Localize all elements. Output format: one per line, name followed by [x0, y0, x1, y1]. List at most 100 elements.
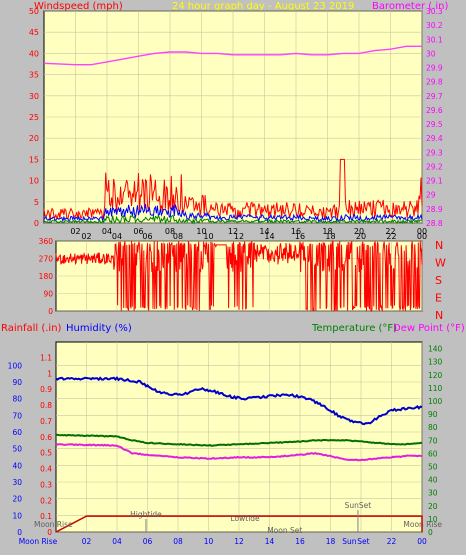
- compass-label: N: [435, 309, 443, 322]
- barometer-series: [43, 45, 422, 66]
- rain-tick-label: 0.3: [40, 480, 52, 489]
- wind-axes: 0 5 10 15 20 25 30 35 40 45 50 02 04 06 08 10 12 14 16 18 20…: [29, 7, 443, 236]
- wind-x-tick-label: 14: [259, 227, 269, 236]
- temp-tick-label: 20: [428, 502, 438, 511]
- compass-label: S: [435, 274, 442, 287]
- direction-x-tick-label: 02: [81, 232, 91, 241]
- rain-tick-label: 0.1: [40, 512, 52, 521]
- humidity-tick-label: 50: [12, 445, 22, 454]
- temp-x-tick-label: 10: [204, 537, 214, 546]
- temp-tick-label: 110: [428, 384, 443, 393]
- wind-tick-label: 35: [29, 71, 39, 80]
- temp-x-tick-label: 08: [173, 537, 183, 546]
- direction-x-tick-label: 08: [173, 232, 183, 241]
- barometer-tick-label: 30.1: [426, 35, 443, 44]
- temp-tick-label: 70: [428, 436, 438, 445]
- humidity-tick-label: 0: [17, 528, 22, 537]
- wind-tick-label: 15: [29, 155, 39, 164]
- direction-x-tick-label: 16: [295, 232, 305, 241]
- direction-series: [55, 240, 423, 313]
- humidity-tick-label: 70: [12, 411, 22, 420]
- temp-x-tick-label: Sun: [342, 537, 357, 546]
- wind-direction-line: [55, 240, 423, 313]
- wind-x-tick-label: 02: [70, 227, 80, 236]
- temp-tick-label: 50: [428, 462, 438, 471]
- temp-tick-label: 90: [428, 410, 438, 419]
- temp-tick-label: 10: [428, 515, 438, 524]
- barometer-tick-label: 29.7: [426, 92, 443, 101]
- event-annotation: Lowtide: [231, 514, 261, 523]
- humidity-label: Humidity (%): [66, 323, 132, 334]
- temp-annotations: Moon Rise Hightide Lowtide Moon Set SunSet Mo…: [34, 501, 442, 535]
- barometer-tick-label: 30.2: [426, 21, 443, 30]
- wind-tick-label: 25: [29, 113, 39, 122]
- wind-x-tick-label: 06: [133, 227, 143, 236]
- barometer-tick-label: 29.4: [426, 134, 443, 143]
- humidity-tick-label: 60: [12, 428, 22, 437]
- barometer-tick-label: 30: [426, 49, 436, 58]
- wind-tick-label: 45: [29, 28, 39, 37]
- barometer-tick-label: 29.6: [426, 106, 443, 115]
- barometer-tick-label: 29: [426, 191, 436, 200]
- wind-tick-label: 20: [29, 134, 39, 143]
- temp-axes: 010203040506070809010000.10.20.30.40.50.…: [8, 345, 443, 546]
- temperature-label: Temperature (°F): [311, 323, 397, 334]
- temp-tick-label: 30: [428, 489, 438, 498]
- barometer-tick-label: 28.8: [426, 219, 443, 228]
- temp-x-tick-label: 00: [417, 537, 427, 546]
- windspeed-title: Windspeed (mph): [34, 1, 123, 12]
- event-annotation: Hightide: [130, 510, 162, 519]
- humidity-tick-label: 80: [12, 395, 22, 404]
- rain-tick-label: 1: [47, 369, 52, 378]
- barometer-tick-label: 30.3: [426, 7, 443, 16]
- direction-x-tick-label: 00: [417, 232, 427, 241]
- humidity-line: [55, 376, 423, 426]
- barometer-tick-label: 29.8: [426, 78, 443, 87]
- temp-tick-label: 0: [428, 528, 433, 537]
- event-annotation: Moon Rise: [34, 520, 73, 529]
- wind-x-tick-label: 22: [385, 227, 395, 236]
- temp-x-tick-label: 22: [387, 537, 397, 546]
- temp-tick-label: 130: [428, 358, 443, 367]
- wind-x-tick-label: 18: [322, 227, 332, 236]
- barometer-line: [43, 45, 422, 66]
- humidity-tick-label: 10: [12, 511, 22, 520]
- humidity-tick-label: 30: [12, 478, 22, 487]
- humidity-tick-label: 90: [12, 378, 22, 387]
- direction-tick-label: 0: [48, 307, 53, 316]
- temp-tick-label: 80: [428, 423, 438, 432]
- rain-tick-label: 0.9: [40, 385, 52, 394]
- temp-x-tick-label: 14: [265, 537, 275, 546]
- humidity-tick-label: 100: [8, 361, 23, 370]
- wind-tick-label: 50: [29, 7, 39, 16]
- barometer-tick-label: 29.9: [426, 64, 443, 73]
- temp-x-tick-label: 18: [326, 537, 336, 546]
- compass-label: N: [435, 239, 443, 252]
- dewpoint-line: [55, 443, 423, 462]
- temperature-line: [55, 433, 422, 447]
- wind-average-line: [43, 203, 423, 223]
- direction-tick-label: 180: [39, 272, 54, 281]
- temp-x-tick-label: 04: [112, 537, 122, 546]
- temp-x-tick-label: 16: [295, 537, 305, 546]
- direction-x-tick-label: 04: [112, 232, 122, 241]
- barometer-tick-label: 29.2: [426, 162, 443, 171]
- temp-tick-label: 140: [428, 345, 443, 354]
- wind-series: [43, 158, 423, 225]
- direction-x-tick-label: 06: [142, 232, 152, 241]
- rain-tick-label: 0.6: [40, 433, 52, 442]
- rain-tick-label: 1.1: [40, 353, 52, 362]
- temp-x-tick-label: 12: [234, 537, 244, 546]
- wind-x-tick-label: 00: [417, 227, 427, 236]
- rain-tick-label: 0.5: [40, 449, 52, 458]
- rain-tick-label: 0: [47, 528, 52, 537]
- direction-tick-label: 90: [43, 290, 53, 299]
- direction-x-tick-label: 18: [325, 232, 335, 241]
- humidity-tick-label: 40: [12, 461, 22, 470]
- direction-tick-label: 360: [39, 237, 54, 246]
- temp-tick-label: 40: [428, 476, 438, 485]
- direction-x-tick-label: 14: [264, 232, 274, 241]
- temp-series: [55, 376, 423, 533]
